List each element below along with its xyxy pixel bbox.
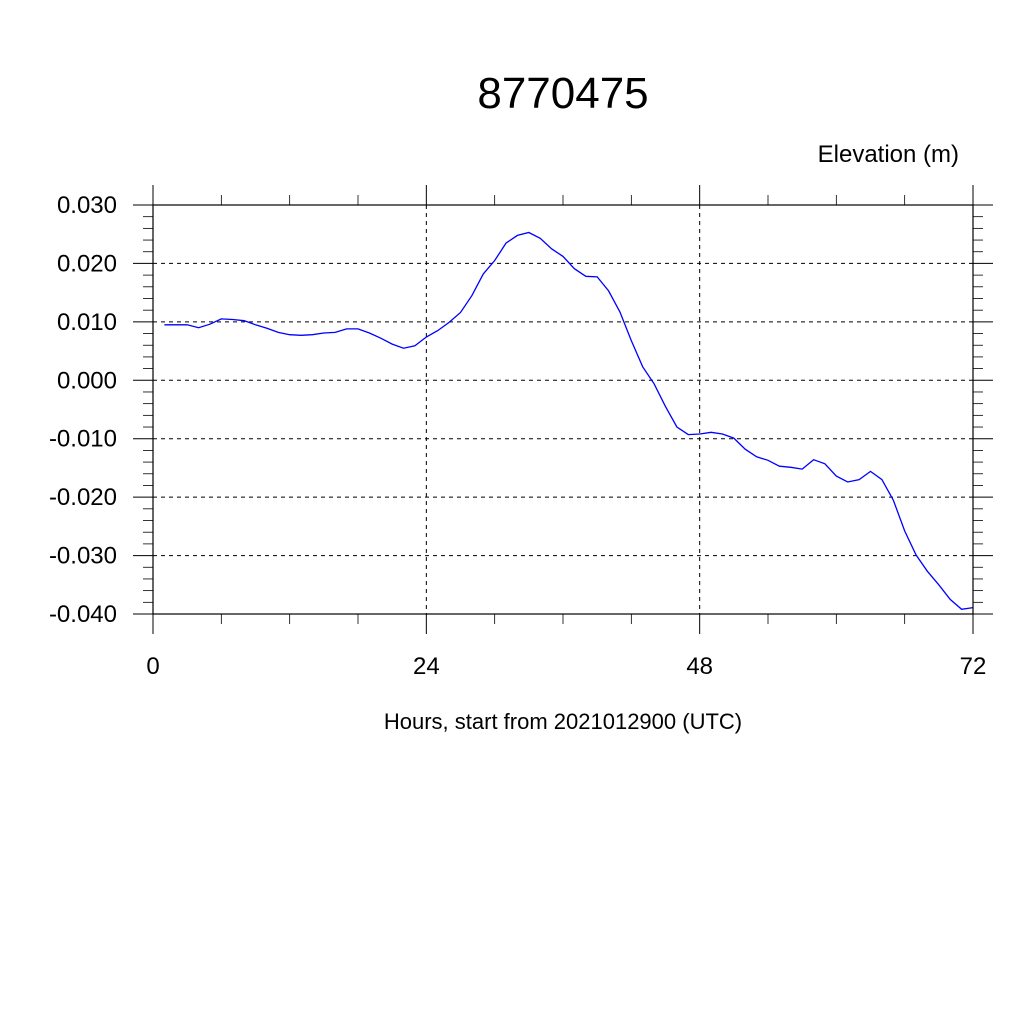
chart-title: 8770475 [477,69,648,118]
axis-ticks: 0.030 0.020 0.010 0.000 -0.010 -0.020 -0.030 -0… [49,185,993,680]
x-axis-label: Hours, start from 2021012900 (UTC) [384,709,742,734]
grid-lines [152,204,974,615]
y-tick-label: -0.030 [49,543,117,570]
x-tick-label: 72 [960,653,987,680]
y-tick-label: 0.030 [57,192,117,219]
series-layer [164,231,974,610]
series-line [164,231,974,610]
y-tick-label: 0.010 [57,309,117,336]
y-tick-label: 0.000 [57,367,117,394]
y-tick-label: -0.020 [49,484,117,511]
y-tick-label: -0.010 [49,426,117,453]
y-tick-label: 0.020 [57,250,117,277]
plot-frame [152,204,974,615]
y-axis-label: Elevation (m) [818,141,959,168]
x-tick-label: 0 [146,653,159,680]
x-tick-label: 48 [686,653,713,680]
x-tick-label: 24 [413,653,440,680]
y-tick-label: -0.040 [49,601,117,628]
